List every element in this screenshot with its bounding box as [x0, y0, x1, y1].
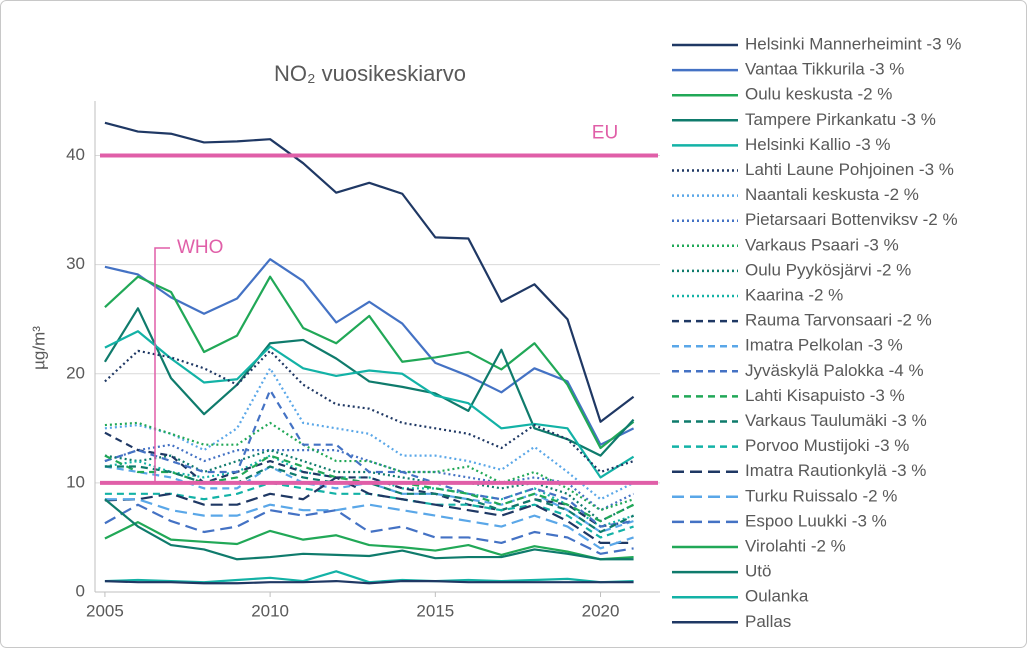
legend-label: Turku Ruissalo -2 % [745, 486, 897, 505]
legend-label: Porvoo Mustijoki -3 % [745, 436, 909, 455]
series-line [104, 521, 634, 561]
legend-label: Espoo Luukki -3 % [745, 511, 887, 530]
legend-label: Vantaa Tikkurila -3 % [745, 60, 904, 79]
x-tick-label: 2015 [416, 601, 454, 620]
series-line [104, 454, 634, 528]
reference-label: WHO [177, 237, 223, 258]
series-line [104, 367, 635, 501]
y-tick-label: 10 [66, 472, 85, 491]
series-line [104, 330, 635, 479]
legend-label: Helsinki Mannerheimint -3 % [745, 34, 961, 53]
legend-label: Virolahti -2 % [745, 536, 846, 555]
legend-label: Rauma Tarvonsaari -2 % [745, 311, 932, 330]
legend-label: Varkaus Taulumäki -3 % [745, 411, 927, 430]
series-line [104, 498, 634, 561]
legend-label: Pallas [745, 612, 791, 631]
series-line [103, 307, 635, 457]
series-line [104, 258, 635, 446]
reference-label: EU [592, 123, 618, 144]
legend-label: Helsinki Kallio -3 % [745, 135, 891, 154]
legend-label: Oulu Pyykösjärvi -2 % [745, 260, 911, 279]
legend-label: Pietarsaari Bottenviksv -2 % [745, 210, 958, 229]
series-line [104, 275, 635, 450]
callout-line [154, 247, 170, 483]
legend-label: Naantali keskusta -2 % [745, 185, 919, 204]
legend-label: Utö [745, 562, 771, 581]
y-tick-label: 0 [76, 581, 85, 600]
legend-label: Imatra Pelkolan -3 % [745, 336, 903, 355]
series-line [104, 421, 634, 512]
legend-label: Tampere Pirkankatu -3 % [745, 110, 936, 129]
x-tick-label: 2005 [86, 601, 124, 620]
x-tick-label: 2010 [251, 601, 289, 620]
y-axis-label: µg/m³ [29, 326, 48, 370]
series-line [104, 349, 634, 474]
series-line [104, 465, 635, 534]
legend-label: Imatra Rautionkylä -3 % [745, 461, 926, 480]
legend-label: Oulu keskusta -2 % [745, 85, 892, 104]
legend-label: Lahti Laune Pohjoinen -3 % [745, 160, 954, 179]
legend-label: Varkaus Psaari -3 % [745, 235, 899, 254]
legend-label: Lahti Kisapuisto -3 % [745, 386, 905, 405]
legend-label: Jyväskylä Palokka -4 % [745, 361, 924, 380]
x-tick-label: 2020 [582, 601, 620, 620]
y-tick-label: 30 [66, 254, 85, 273]
series-line [104, 579, 634, 585]
y-tick-label: 40 [66, 145, 85, 164]
legend-label: Kaarina -2 % [745, 285, 843, 304]
chart-title: NO₂ vuosikeskiarvo [274, 61, 466, 86]
series-line [104, 498, 634, 550]
series-line [104, 503, 634, 555]
series-line [104, 431, 634, 528]
series-line [104, 121, 635, 423]
legend-label: Oulanka [745, 587, 809, 606]
series-line [104, 389, 634, 528]
series-line [104, 476, 634, 545]
y-tick-label: 20 [66, 363, 85, 382]
